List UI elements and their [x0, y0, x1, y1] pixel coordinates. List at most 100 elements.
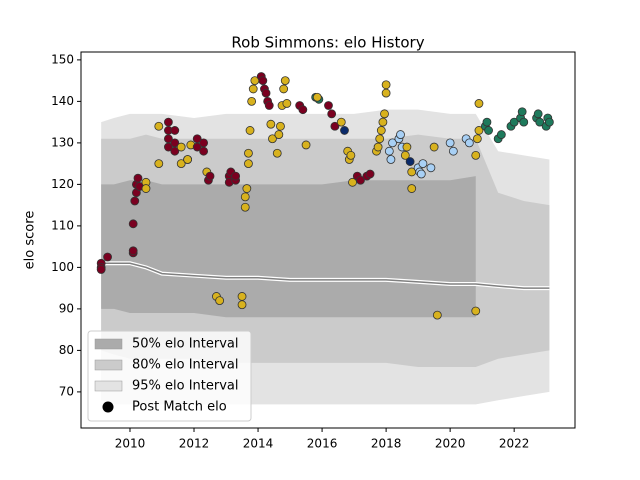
elo-point — [103, 252, 112, 262]
elo-point — [248, 84, 258, 94]
elo-point — [400, 150, 410, 160]
elo-point — [215, 296, 225, 305]
elo-point — [509, 117, 519, 127]
elo-point — [170, 146, 180, 156]
legend-box — [87, 330, 252, 422]
elo-point — [176, 142, 186, 152]
elo-point — [346, 150, 356, 160]
elo-point — [261, 88, 271, 98]
elo-point — [365, 169, 375, 179]
elo-point — [544, 117, 554, 127]
elo-point — [154, 159, 164, 169]
legend-marker — [102, 401, 114, 413]
elo-point — [474, 126, 484, 135]
y-axis-label: elo score — [23, 211, 38, 270]
y-tick-label: 120 — [51, 177, 74, 191]
x-tick-label: 2016 — [307, 437, 338, 451]
legend-label: 50% elo Interval — [132, 337, 239, 352]
legend-swatch — [94, 380, 123, 392]
elo-point — [199, 138, 209, 148]
elo-point — [280, 76, 290, 86]
elo-point — [396, 130, 405, 139]
elo-point — [266, 119, 276, 129]
legend-swatch — [94, 338, 123, 350]
x-tick-label: 2018 — [371, 437, 402, 451]
elo-point — [240, 202, 250, 212]
elo-point — [247, 96, 257, 106]
elo-point — [170, 126, 180, 135]
elo-point — [381, 88, 391, 98]
elo-point — [416, 169, 426, 179]
y-tick-label: 80 — [59, 343, 74, 357]
elo-point — [535, 117, 545, 127]
interval-band — [101, 176, 476, 318]
elo-point — [276, 121, 285, 131]
y-tick-label: 90 — [59, 301, 74, 315]
elo-point — [448, 146, 458, 156]
x-tick-label: 2020 — [435, 437, 466, 451]
elo-point — [472, 134, 482, 144]
elo-point — [282, 99, 292, 108]
elo-point — [231, 171, 241, 181]
elo-point — [402, 142, 412, 152]
axes-frame — [80, 51, 576, 429]
elo-point — [279, 84, 289, 94]
y-tick-label: 110 — [51, 218, 74, 232]
elo-point — [133, 173, 143, 183]
elo-point — [426, 163, 436, 173]
elo-point — [471, 150, 481, 160]
elo-point — [330, 121, 340, 131]
legend-label: Post Match elo — [132, 400, 227, 415]
x-tick-label: 2010 — [115, 437, 146, 451]
elo-point — [348, 177, 357, 187]
x-tick-label: 2022 — [499, 437, 530, 451]
elo-point — [301, 140, 311, 150]
legend-label: 80% elo Interval — [132, 358, 239, 373]
elo-point — [327, 109, 337, 119]
y-tick-label: 100 — [51, 260, 74, 274]
elo-point — [418, 159, 428, 169]
elo-point — [429, 142, 439, 152]
elo-point — [474, 99, 484, 108]
elo-point — [237, 300, 247, 310]
elo-point — [336, 117, 346, 127]
chart-title: Rob Simmons: elo History — [231, 34, 424, 52]
elo-point — [407, 184, 417, 193]
elo-point — [242, 184, 252, 193]
elo-point — [533, 109, 543, 119]
elo-point — [164, 117, 173, 127]
elo-point — [405, 157, 415, 166]
elo-point — [340, 126, 349, 135]
elo-point — [388, 138, 397, 148]
median-line — [101, 262, 550, 289]
elo-point — [96, 265, 106, 274]
elo-point — [237, 292, 247, 301]
elo-point — [128, 246, 138, 256]
elo-point — [176, 159, 186, 169]
elo-point — [496, 130, 506, 139]
elo-point — [376, 126, 386, 135]
elo-point — [464, 138, 474, 148]
elo-point — [471, 306, 481, 316]
elo-point — [384, 146, 394, 156]
elo-point — [324, 101, 333, 110]
elo-point — [245, 126, 255, 135]
elo-point — [258, 76, 268, 86]
elo-point — [205, 171, 215, 181]
elo-point — [519, 117, 529, 127]
elo-point — [164, 142, 173, 152]
elo-point — [183, 155, 193, 164]
x-tick-label: 2012 — [179, 437, 210, 451]
elo-point — [141, 184, 151, 193]
elo-point — [380, 109, 389, 119]
elo-point — [128, 219, 138, 229]
elo-point — [244, 148, 253, 158]
elo-point — [192, 142, 202, 152]
elo-point — [268, 134, 277, 144]
elo-point — [298, 105, 308, 115]
y-tick-label: 140 — [51, 94, 74, 108]
elo-point — [274, 130, 284, 139]
elo-point — [244, 159, 253, 169]
x-tick-label: 2014 — [243, 437, 274, 451]
